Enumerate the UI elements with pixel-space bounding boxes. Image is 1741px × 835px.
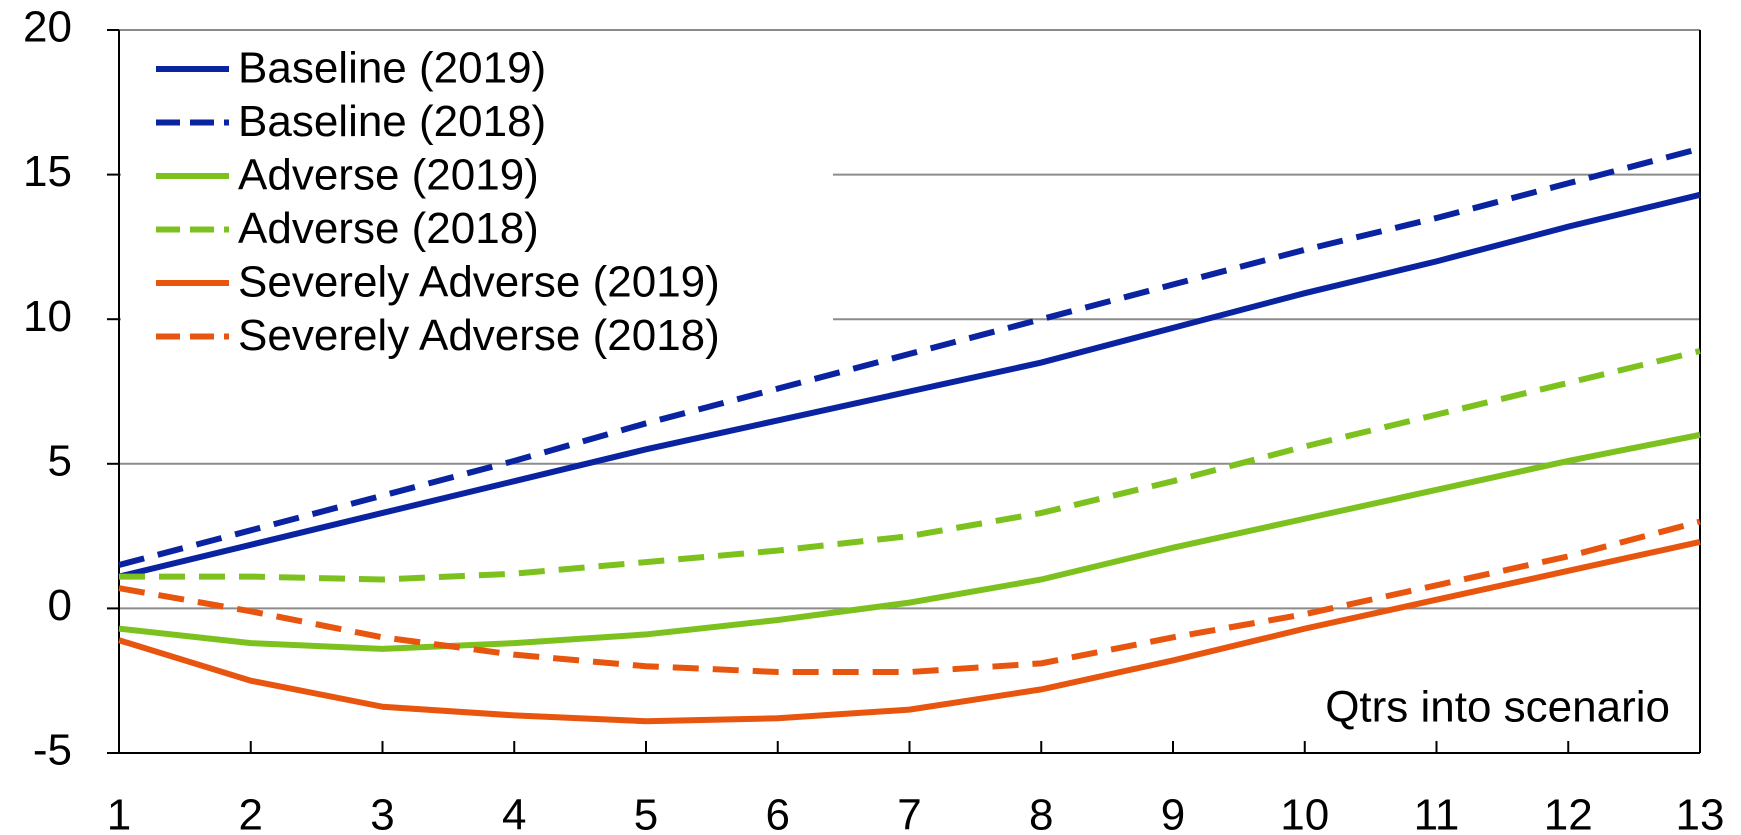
x-tick-label: 1 (107, 791, 131, 835)
x-tick-label: 4 (502, 791, 526, 835)
y-tick-label: 5 (48, 436, 72, 485)
y-tick-label: 15 (23, 147, 72, 196)
legend-label: Severely Adverse (2018) (238, 311, 720, 360)
legend-label: Adverse (2019) (238, 151, 539, 200)
legend-label: Baseline (2018) (238, 97, 546, 146)
x-tick-label: 6 (766, 791, 790, 835)
x-tick-label: 8 (1029, 791, 1053, 835)
y-tick-label: -5 (33, 726, 72, 775)
series-line (118, 431, 1701, 652)
series-line (118, 538, 1701, 725)
legend-background (121, 34, 833, 364)
x-tick-label: 5 (634, 791, 658, 835)
series-line (118, 518, 1701, 676)
annotation: Qtrs into scenario (1325, 683, 1670, 732)
x-tick-label: 7 (897, 791, 921, 835)
x-tick-label: 3 (370, 791, 394, 835)
legend-label: Baseline (2019) (238, 44, 546, 93)
y-tick-label: 20 (23, 3, 72, 52)
series-line (118, 191, 1701, 580)
x-tick-label: 13 (1676, 791, 1725, 835)
legend-label: Severely Adverse (2019) (238, 258, 720, 307)
x-tick-label: 2 (239, 791, 263, 835)
y-tick-label: 0 (48, 581, 72, 630)
series-line (119, 348, 1701, 583)
legend-label: Adverse (2018) (238, 204, 539, 253)
x-tick-label: 12 (1544, 791, 1593, 835)
x-tick-label: 9 (1161, 791, 1185, 835)
x-tick-label: 11 (1414, 791, 1460, 835)
series-line (118, 145, 1701, 568)
y-tick-label: 10 (23, 292, 72, 341)
x-tick-label: 10 (1280, 791, 1329, 835)
